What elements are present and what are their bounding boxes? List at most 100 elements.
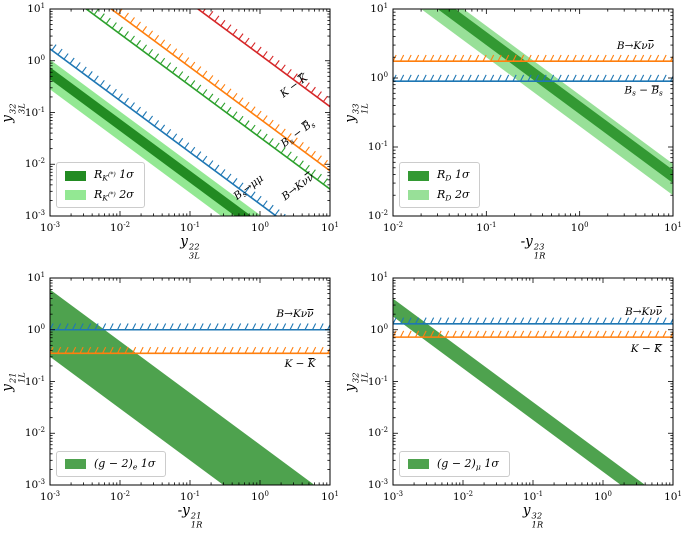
band-RD 1sigma: [437, 9, 673, 184]
y-tick-label: 10-2: [367, 426, 388, 440]
x-tick-label: 10-2: [452, 490, 474, 503]
hatched-line-Bs->mumu: [50, 40, 286, 216]
legend-label: RK(*) 1σ: [94, 168, 134, 183]
hatched-line-Bs-Bsbar: [393, 74, 673, 82]
legend-entry: (g − 2)μ 1σ: [408, 457, 499, 471]
plot-canvas-top-left: [49, 8, 331, 217]
x-tick-label: 10-1: [522, 490, 544, 503]
y-tick-label: 10-2: [24, 157, 45, 171]
subplot-bottom-right: 10-3 10-2 10-1 100 101 10-3 10-2 10-1 100 101 y 32 1…: [342, 269, 685, 537]
y-tick-label: 10-1: [367, 140, 388, 153]
y-tick-label: 10-1: [24, 105, 45, 119]
axis-ticks: [49, 277, 331, 486]
legend-entry: RD 2σ: [408, 188, 469, 202]
x-axis-label: y 32 1R: [522, 502, 544, 530]
legend: (g − 2)e 1σ: [56, 450, 167, 477]
y-tick-label: 10-3: [24, 209, 45, 222]
line-label-K-Kbar: K − K: [284, 357, 316, 370]
x-tick-label: 10-2: [382, 221, 404, 234]
y-tick-label: 10-2: [24, 426, 45, 440]
y-tick-label: 10-1: [367, 374, 388, 388]
x-tick-label: 10-1: [179, 490, 201, 503]
band-RD 2sigma: [421, 9, 673, 196]
legend-label: RK(*) 2σ: [94, 187, 134, 202]
legend-swatch: [65, 458, 86, 469]
subplot-top-right: 10-2 10-1 100 101 10-2 10-1 100 101 -y 23 1R y 33 1L B…: [342, 0, 685, 268]
hatched-line-K-Kbar: [393, 330, 673, 338]
hatched-line-Bs-Bsbar: [109, 9, 330, 172]
legend: (g − 2)μ 1σ: [399, 450, 510, 477]
y-tick-label: 101: [370, 271, 388, 284]
legend-swatch: [408, 170, 429, 181]
legend: RK(*) 1σ RK(*) 2σ: [56, 162, 145, 208]
line-label-B->Knunu: B→Kνν: [616, 40, 655, 53]
plot-canvas-top-right: [392, 8, 674, 217]
plot-canvas-bottom-left: [49, 277, 331, 486]
axis-ticks: [392, 8, 674, 217]
x-tick-label: 10-2: [109, 490, 131, 503]
line-label-Bs-Bsbar: Bs − Bs: [624, 84, 663, 98]
hatched-line-K-Kbar: [196, 9, 330, 108]
hatched-line-B->Knunu: [393, 317, 673, 325]
axis-ticks: [392, 277, 674, 486]
y-tick-label: 10-3: [24, 478, 45, 491]
y-tick-label: 10-2: [367, 209, 388, 222]
y-tick-label: 10-3: [367, 478, 388, 491]
subplot-bottom-left: 10-3 10-2 10-1 100 101 10-3 10-2 10-1 100 101 -y 21…: [0, 269, 342, 537]
legend: RD 1σ RD 2σ: [399, 162, 481, 208]
x-tick-label: 101: [664, 221, 682, 234]
y-tick-label: 101: [370, 2, 388, 15]
x-tick-label: 101: [321, 490, 339, 503]
y-tick-label: 10-1: [24, 374, 45, 388]
x-tick-label: 10-3: [39, 490, 61, 503]
y-tick-label: 101: [27, 2, 45, 15]
legend-label: RD 2σ: [437, 187, 470, 202]
legend-swatch: [65, 189, 86, 200]
legend-swatch: [408, 189, 429, 200]
line-label-B->Knunu: B→Kνν: [276, 308, 314, 321]
legend-swatch: [408, 458, 429, 469]
legend-entry: RD 1σ: [408, 168, 470, 183]
subplot-top-left: 10-3 10-2 10-1 100 101 10-3 10-2 10-1 100 101 y 22 3…: [0, 0, 342, 268]
hatched-line-B->Knunu: [393, 54, 673, 63]
hatched-line-B->Knunu: [50, 323, 330, 331]
axes-frame: [392, 8, 674, 217]
hatched-line-B->Knunu: [84, 9, 330, 191]
legend-entry: (g − 2)e 1σ: [65, 457, 155, 471]
line-label-B->Knunu: B→Kνν: [625, 305, 663, 318]
x-tick-label: 100: [570, 221, 589, 234]
legend-entry: RK(*) 1σ: [65, 168, 134, 183]
legend-label: RD 1σ: [437, 168, 470, 183]
x-tick-label: 10-3: [382, 490, 404, 503]
y-axis-label: y 33 1L: [342, 102, 370, 123]
x-axis-label: y 22 3L: [180, 233, 200, 261]
legend-label: (g − 2)e 1σ: [94, 456, 156, 471]
legend-swatch: [65, 170, 86, 181]
x-axis-label: -y 21 1R: [177, 502, 203, 530]
axis-ticks: [49, 8, 331, 217]
x-tick-label: 10-2: [109, 221, 131, 234]
y-axis-label: y 32 3L: [0, 102, 27, 123]
y-tick-label: 100: [370, 322, 388, 336]
x-tick-label: 100: [251, 490, 269, 503]
plot-canvas-bottom-right: [392, 277, 674, 486]
y-tick-label: 101: [27, 271, 45, 284]
x-tick-label: 10-1: [179, 221, 201, 234]
y-tick-label: 100: [27, 322, 45, 336]
legend-entry: RK(*) 2σ: [65, 188, 134, 202]
line-label-K-Kbar: K − K: [630, 343, 662, 356]
y-axis-label: y 32 1L: [342, 371, 370, 392]
y-tick-label: 100: [370, 71, 388, 84]
legend-label: (g − 2)μ 1σ: [437, 456, 499, 471]
x-tick-label: 100: [251, 221, 269, 234]
hatched-line-K-Kbar: [50, 346, 330, 355]
x-tick-label: 10-3: [39, 221, 61, 234]
y-axis-label: y 21 1L: [0, 371, 27, 392]
y-tick-label: 100: [27, 53, 45, 67]
x-tick-label: 101: [321, 221, 339, 234]
x-tick-label: 10-1: [476, 221, 497, 234]
x-axis-label: -y 23 1R: [520, 233, 546, 261]
band-RK(*) 1sigma: [50, 67, 252, 216]
x-tick-label: 100: [594, 490, 612, 503]
